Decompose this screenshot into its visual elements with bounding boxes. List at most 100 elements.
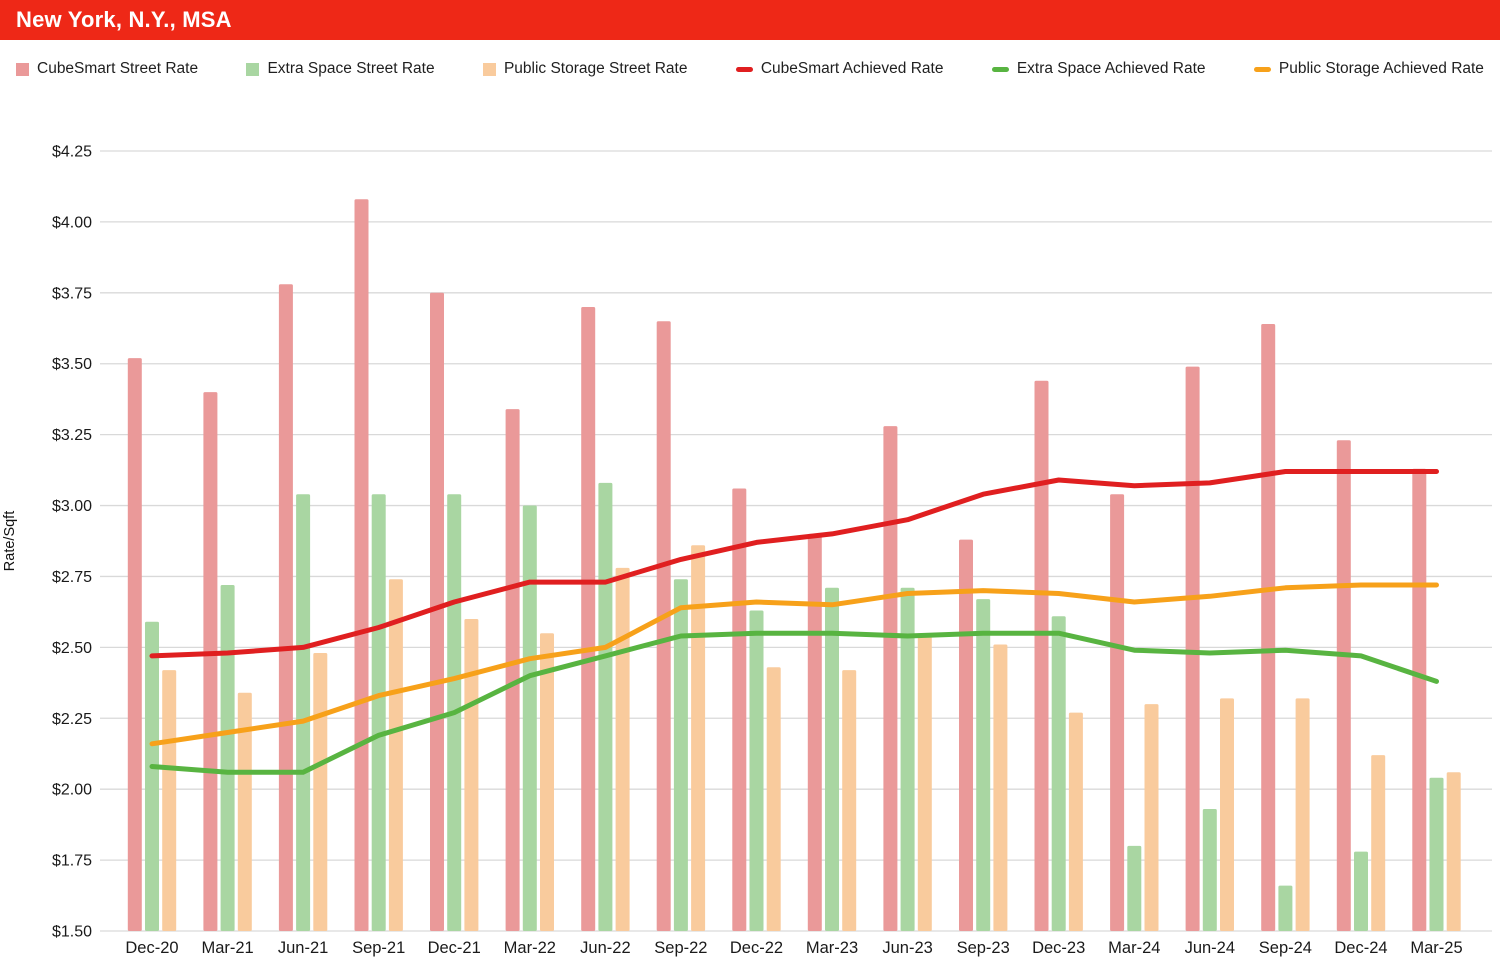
bar <box>1051 616 1066 931</box>
legend-item-cubesmart-achieved-rate: CubeSmart Achieved Rate <box>735 60 944 78</box>
cubesmart-achieved-dash-icon <box>735 66 753 72</box>
line-series-public-storage-achieved-rate <box>149 582 1439 747</box>
y-tick-label: $3.25 <box>52 427 92 444</box>
y-tick-label: $1.75 <box>52 853 92 870</box>
x-tick-label: Dec-20 <box>125 939 178 957</box>
bar <box>825 587 839 931</box>
x-tick-label: Jun-21 <box>278 939 328 957</box>
bar <box>278 284 293 931</box>
x-tick-label: Mar-23 <box>806 939 858 957</box>
legend-label: Extra Space Street Rate <box>267 60 435 77</box>
y-tick-label: $2.00 <box>52 782 92 799</box>
bar <box>313 653 328 931</box>
x-tick-label: Sep-21 <box>352 939 405 957</box>
x-tick-label: Mar-24 <box>1108 939 1160 957</box>
bar <box>162 670 177 931</box>
line-series-extra-space-achieved-rate <box>149 630 1439 775</box>
bar <box>430 292 444 931</box>
bar <box>1278 885 1293 931</box>
bar <box>505 409 520 932</box>
y-tick-label: $2.25 <box>52 711 92 728</box>
bar <box>1110 494 1125 931</box>
bar <box>581 307 596 931</box>
y-tick-label: $2.75 <box>52 569 92 586</box>
x-tick-label: Dec-22 <box>730 939 783 957</box>
bar <box>522 505 537 931</box>
bar <box>127 358 142 932</box>
legend-label: Public Storage Street Rate <box>503 60 688 77</box>
x-tick-label: Jun-23 <box>882 939 932 957</box>
bar <box>691 545 706 931</box>
line-series-cubesmart-achieved-rate <box>149 469 1439 659</box>
y-tick-label: $3.00 <box>52 498 92 515</box>
y-tick-label: $2.50 <box>52 640 92 657</box>
bar <box>1446 772 1461 931</box>
bar <box>1295 698 1310 931</box>
x-tick-label: Dec-23 <box>1032 939 1085 957</box>
cubesmart-street-swatch-icon <box>16 62 29 76</box>
bar <box>766 667 781 931</box>
extra-space-street-swatch-icon <box>246 62 260 76</box>
bar <box>842 670 857 931</box>
y-tick-label: $3.50 <box>52 356 92 373</box>
x-tick-label: Mar-25 <box>1410 939 1462 957</box>
y-tick-label: $4.00 <box>52 214 92 231</box>
y-tick-label: $4.25 <box>52 144 92 161</box>
y-tick-label: $3.75 <box>52 285 92 302</box>
legend-item-cubesmart-street-rate: CubeSmart Street Rate <box>16 60 198 78</box>
legend-label: CubeSmart Achieved Rate <box>760 60 944 77</box>
y-axis-tick-labels: $1.50 $1.75 $2.00 $2.25 $2.50 $2.75 $3.00 $3.25… <box>52 144 92 941</box>
bar <box>1202 809 1217 931</box>
bar <box>237 692 252 931</box>
bar <box>673 579 688 931</box>
bar <box>1144 704 1159 931</box>
bar <box>145 621 159 931</box>
bar <box>296 494 311 931</box>
page-title: New York, N.Y., MSA <box>16 7 232 32</box>
bar <box>220 585 235 931</box>
bar <box>354 199 369 931</box>
bar <box>1371 755 1386 931</box>
bar <box>1354 851 1368 931</box>
x-tick-label: Dec-21 <box>428 939 481 957</box>
public-storage-street-swatch-icon <box>482 62 496 76</box>
x-tick-label: Jun-24 <box>1185 939 1235 957</box>
bar <box>656 321 671 931</box>
extra-space-achieved-dash-icon <box>991 66 1009 72</box>
bar <box>203 392 218 932</box>
bar <box>883 426 898 931</box>
bar <box>388 579 403 931</box>
x-tick-label: Mar-21 <box>201 939 253 957</box>
bar <box>959 539 973 931</box>
x-tick-label: Dec-24 <box>1334 939 1387 957</box>
title-banner: New York, N.Y., MSA <box>0 0 1500 40</box>
bar <box>1220 698 1234 931</box>
bar <box>976 599 991 931</box>
bar <box>540 633 554 931</box>
bar <box>1429 777 1444 931</box>
legend-item-public-storage-street-rate: Public Storage Street Rate <box>482 60 688 78</box>
bar <box>615 567 630 931</box>
x-tick-label: Sep-24 <box>1259 939 1312 957</box>
bar <box>917 633 932 931</box>
bar <box>1412 468 1427 931</box>
bar <box>464 619 479 931</box>
gridlines <box>100 150 1492 932</box>
chart-legend: CubeSmart Street Rate Extra Space Street… <box>0 60 1500 78</box>
bar <box>1034 380 1049 931</box>
x-tick-label: Sep-23 <box>957 939 1010 957</box>
legend-label: Public Storage Achieved Rate <box>1278 60 1484 77</box>
x-axis-tick-labels: Dec-20 Mar-21 Jun-21 Sep-21 Dec-21 Mar-22 Jun-… <box>125 939 1462 957</box>
legend-item-extra-space-achieved-rate: Extra Space Achieved Rate <box>991 60 1206 78</box>
bar-series-public-storage-street-rate <box>162 545 1461 931</box>
legend-label: CubeSmart Street Rate <box>37 60 199 77</box>
bar <box>807 533 822 931</box>
bar <box>732 488 747 931</box>
legend-item-extra-space-street-rate: Extra Space Street Rate <box>246 60 435 78</box>
bar <box>1261 324 1276 931</box>
x-tick-label: Sep-22 <box>654 939 707 957</box>
y-axis-title: Rate/Sqft <box>2 511 18 571</box>
bar <box>371 494 386 931</box>
